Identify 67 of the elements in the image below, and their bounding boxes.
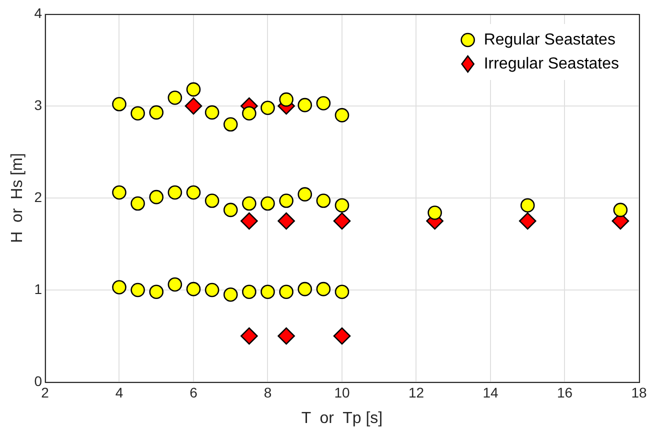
point: [223, 202, 238, 218]
point: [333, 212, 351, 230]
x-tick-label: 6: [190, 384, 198, 400]
point: [130, 106, 145, 121]
point: [279, 92, 294, 107]
point: [186, 282, 201, 296]
point: [186, 185, 201, 200]
legend-label: Regular Seastates: [484, 31, 616, 48]
point: [112, 185, 126, 200]
point: [186, 82, 201, 97]
point: [278, 327, 295, 345]
point: [168, 90, 182, 105]
x-tick-label: 12: [408, 384, 424, 400]
point: [279, 284, 294, 299]
point: [130, 282, 145, 298]
x-axis-title: T or Tp [s]: [301, 410, 383, 427]
point: [520, 198, 535, 213]
y-axis-title: H or Hs [m]: [9, 153, 26, 243]
y-tick-label: 3: [34, 96, 42, 113]
point: [112, 280, 126, 294]
point: [242, 196, 256, 211]
point: [242, 284, 256, 299]
point: [260, 100, 275, 115]
point: [333, 327, 351, 345]
point: [298, 187, 312, 202]
point: [278, 212, 295, 230]
point: [168, 277, 182, 292]
point: [223, 117, 238, 132]
point: [428, 206, 442, 220]
point: [279, 194, 294, 208]
point: [260, 284, 275, 299]
point: [334, 284, 350, 299]
x-tick-label: 4: [115, 384, 124, 400]
point: [260, 196, 275, 211]
point: [184, 97, 202, 115]
x-tick-label: 14: [482, 384, 498, 400]
point: [240, 327, 258, 345]
point: [316, 282, 331, 296]
point: [613, 202, 628, 218]
point: [334, 108, 350, 122]
x-tick-label: 16: [556, 384, 573, 400]
y-tick-label: 4: [34, 4, 42, 21]
point: [334, 198, 350, 213]
point: [112, 97, 126, 112]
x-tick-label: 8: [264, 384, 272, 400]
point: [316, 96, 331, 110]
point: [204, 194, 220, 208]
x-tick-label: 18: [631, 384, 647, 400]
point: [130, 196, 145, 211]
x-tick-label: 10: [334, 384, 350, 400]
y-tick-label: 0: [34, 372, 42, 389]
point: [149, 105, 164, 120]
point: [518, 212, 536, 230]
point: [316, 194, 331, 208]
y-tick-label: 2: [34, 188, 42, 205]
point: [240, 212, 258, 230]
point: [149, 284, 164, 299]
point: [298, 282, 312, 296]
y-tick-label: 1: [34, 280, 42, 297]
legend-label: Irregular Seastates: [484, 55, 620, 72]
point: [149, 190, 164, 204]
point: [204, 105, 220, 120]
point: [168, 185, 182, 200]
point: [204, 282, 220, 298]
point: [298, 98, 312, 112]
point: [242, 106, 256, 121]
point: [223, 287, 238, 302]
